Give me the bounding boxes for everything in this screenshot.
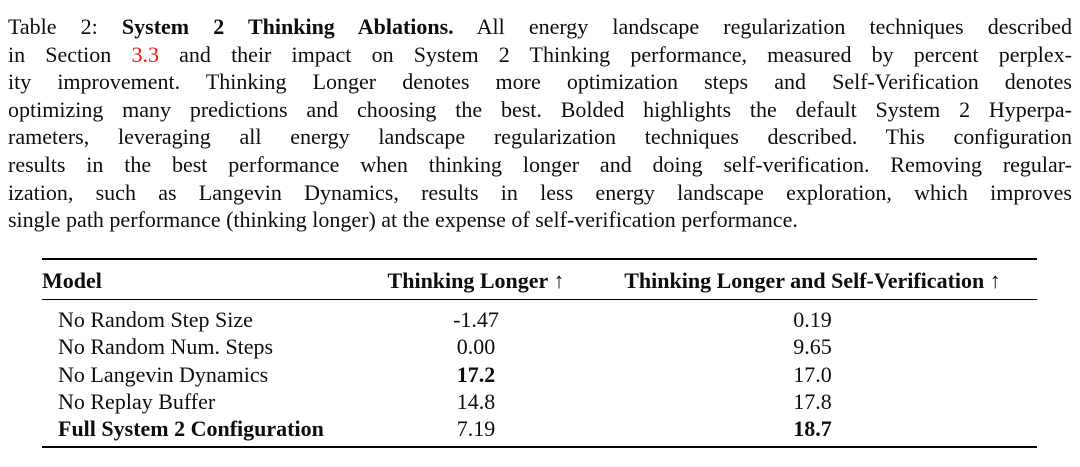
table-cell: 7.19 — [456, 416, 496, 442]
caption-text: in Section — [8, 41, 132, 67]
caption-text: ization, such as Langevin Dynamics, resu… — [8, 179, 1072, 205]
table-cell: 14.8 — [456, 388, 496, 414]
caption-line: single path performance (thinking longer… — [8, 206, 1072, 234]
col-header-model: Model — [42, 259, 364, 300]
table-cell: No Replay Buffer — [58, 388, 216, 414]
table-cell: 0.00 — [456, 334, 496, 360]
caption-line: optimizing many predictions and choosing… — [8, 96, 1072, 124]
table-body: No Random Step Size -1.47 0.19 No Random Nu… — [42, 300, 1037, 448]
table-row: No Langevin Dynamics 17.2 17.0 — [42, 361, 1037, 388]
caption-line: Table 2: System 2 Thinking Ablations. Al… — [8, 13, 1072, 41]
caption-text: ity improvement. Thinking Longer denotes… — [8, 69, 1072, 95]
up-arrow-icon: ↑ — [553, 268, 565, 293]
caption-line: ization, such as Langevin Dynamics, resu… — [8, 179, 1072, 207]
table-cell: 17.8 — [793, 388, 832, 414]
table-cell: 17.0 — [793, 361, 832, 387]
caption-text: single path performance (thinking longer… — [8, 207, 798, 233]
table-cell: Full System 2 Configuration — [58, 416, 324, 442]
table-cell: 9.65 — [793, 334, 832, 360]
table-row: No Random Num. Steps 0.00 9.65 — [42, 333, 1037, 360]
table-cell: 18.7 — [793, 416, 832, 442]
caption-line: ity improvement. Thinking Longer denotes… — [8, 68, 1072, 96]
table-cell: 17.2 — [456, 361, 496, 387]
caption-text: Table 2: — [8, 14, 122, 39]
table-cell: No Random Num. Steps — [58, 334, 274, 360]
table-cell: 0.19 — [793, 307, 832, 332]
table-row: No Random Step Size -1.47 0.19 — [42, 300, 1037, 334]
caption-text: optimizing many predictions and choosing… — [8, 96, 1072, 122]
caption-line: rameters, leveraging all energy landscap… — [8, 123, 1072, 151]
table-caption: Table 2: System 2 Thinking Ablations. Al… — [8, 13, 1072, 234]
table-row: Full System 2 Configuration 7.19 18.7 — [42, 415, 1037, 447]
caption-line: in Section 3.3 and their impact on Syste… — [8, 41, 1072, 69]
header-row: Model Thinking Longer ↑ Thinking Longer an… — [42, 259, 1037, 300]
table-row: No Replay Buffer 14.8 17.8 — [42, 388, 1037, 415]
section-3-3-link[interactable]: 3.3 — [131, 41, 159, 67]
table-cell: -1.47 — [453, 307, 499, 332]
caption-text: System 2 Thinking Ablations. — [121, 14, 454, 39]
table-cell: No Langevin Dynamics — [58, 361, 269, 387]
col-header-thinking-longer-and-self-verification: Thinking Longer and Self-Verification ↑ — [588, 259, 1037, 300]
ablations-table-wrap: Model Thinking Longer ↑ Thinking Longer an… — [42, 258, 1037, 449]
caption-text: results in the best performance when thi… — [8, 151, 1072, 177]
caption-line: results in the best performance when thi… — [8, 151, 1072, 179]
caption-text: and their impact on System 2 Thinking pe… — [158, 41, 1072, 67]
caption-text: rameters, leveraging all energy landscap… — [8, 124, 1072, 150]
col-header-thinking-longer: Thinking Longer ↑ — [364, 259, 588, 300]
ablations-table: Model Thinking Longer ↑ Thinking Longer an… — [42, 258, 1037, 449]
table-cell: No Random Step Size — [58, 307, 253, 332]
up-arrow-icon: ↑ — [989, 268, 1001, 293]
caption-text: All energy landscape regularization tech… — [453, 14, 1073, 39]
